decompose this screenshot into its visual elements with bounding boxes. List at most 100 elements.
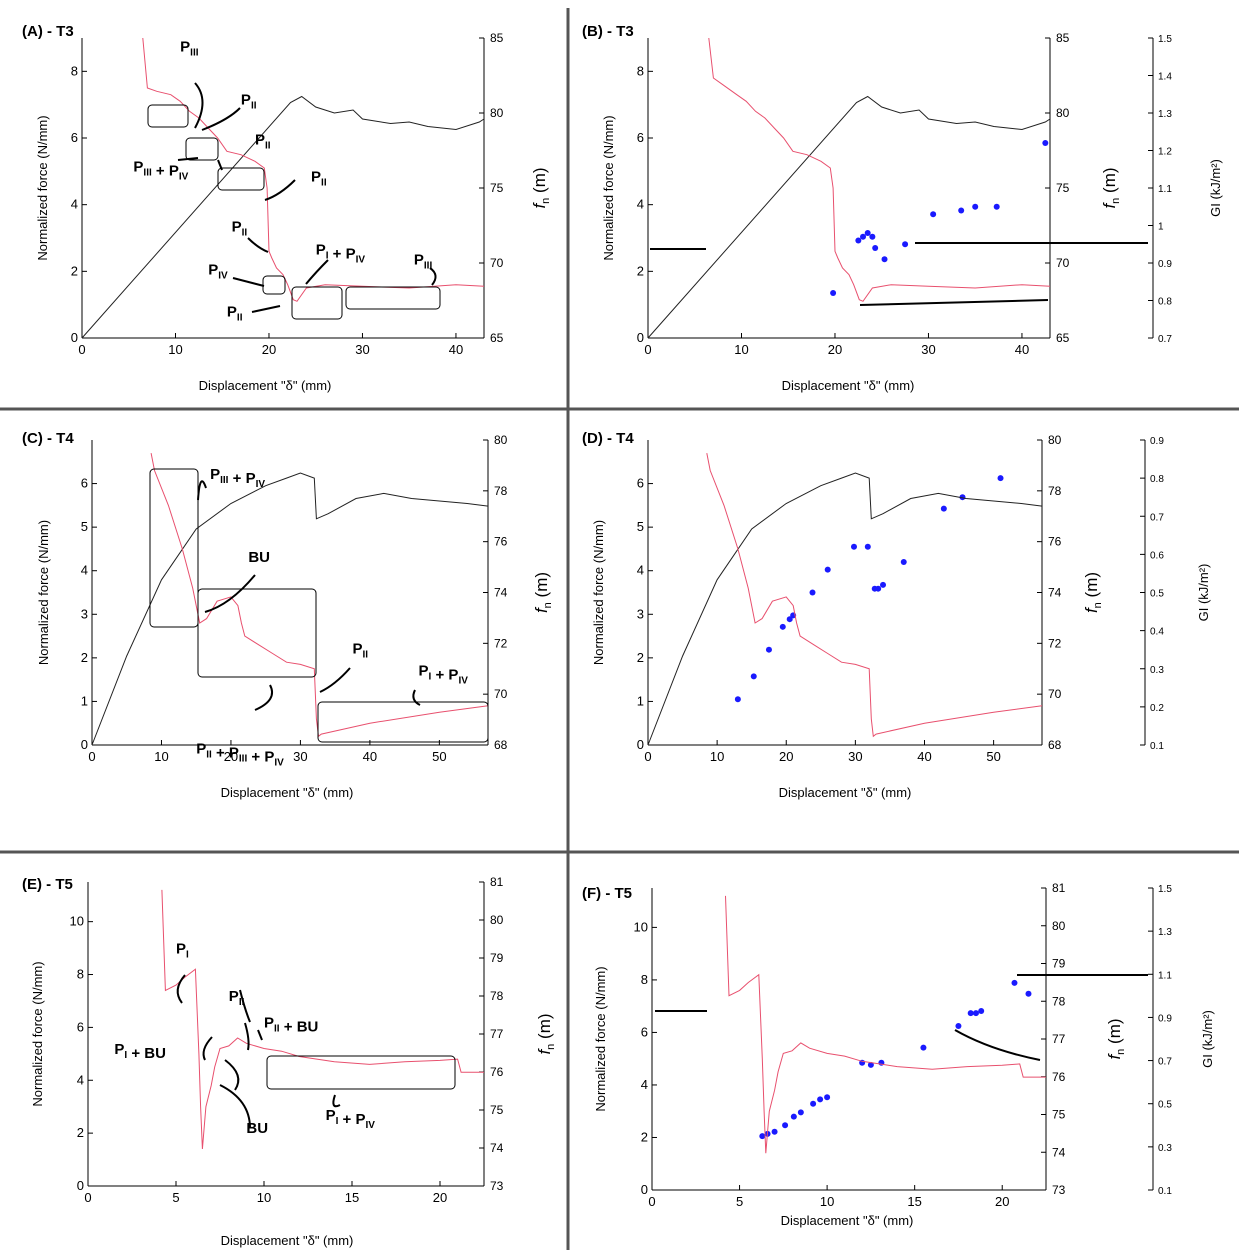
force-series-line: [150, 453, 489, 738]
x-axis-label: Displacement "δ" (mm): [779, 785, 912, 800]
annotation-arrow: [244, 1022, 250, 1051]
y-axis-label: Normalized force (N/mm): [30, 961, 45, 1106]
fn-series-line: [647, 472, 1043, 746]
annotation-arrow: [232, 277, 265, 287]
y-tick-label: 6: [71, 130, 78, 145]
fn-series-line: [91, 472, 489, 746]
gi-point: [967, 1010, 974, 1017]
gi-point: [869, 233, 876, 240]
gi-point: [958, 207, 965, 214]
y-tick-label: 0: [81, 737, 88, 752]
annotation-arrow: [204, 574, 256, 613]
gi-point: [872, 245, 879, 251]
y3-tick-label: 0.9: [1158, 1013, 1172, 1024]
x-tick-label: 0: [644, 749, 651, 764]
y2-axis-label: fn (m): [1100, 167, 1122, 208]
y-tick-label: 6: [81, 476, 88, 491]
x-tick-label: 30: [355, 342, 369, 357]
annotation-arrow: [177, 157, 199, 161]
annotation-label: PII: [311, 168, 327, 188]
gi-point: [824, 566, 831, 573]
y3-tick-label: 0.1: [1150, 741, 1164, 752]
y-tick-label: 0: [637, 737, 644, 752]
y2-axis-label: fn (m): [530, 167, 552, 208]
y-tick-label: 4: [637, 197, 644, 212]
annotation-box: [317, 701, 489, 743]
y3-tick-label: 0.8: [1150, 474, 1164, 485]
y3-tick-label: 1: [1158, 222, 1164, 233]
x-tick-label: 0: [648, 1194, 655, 1209]
y-axis-label: Normalized force (N/mm): [591, 520, 606, 665]
y-tick-label: 8: [77, 967, 84, 982]
annotation-label: PII: [255, 132, 271, 152]
y2-tick-label: 78: [490, 989, 504, 1003]
y-tick-label: 2: [637, 263, 644, 278]
annotation-box: [291, 286, 343, 320]
annotation-label: PIII: [414, 252, 433, 272]
y2-tick-label: 75: [490, 181, 504, 195]
gi-point: [867, 1061, 874, 1068]
y3-axis-label: GI (kJ/m²): [1200, 1010, 1215, 1068]
y2-tick-label: 80: [1048, 433, 1062, 447]
y-tick-label: 2: [71, 263, 78, 278]
y2-tick-label: 81: [490, 875, 504, 889]
y2-tick-label: 77: [490, 1027, 504, 1041]
annotation-box: [149, 468, 199, 628]
x-tick-label: 0: [644, 342, 651, 357]
y-tick-label: 8: [71, 63, 78, 78]
y3-tick-label: 1.4: [1158, 72, 1172, 83]
annotation-label: PIII: [180, 38, 199, 58]
x-axis-label: Displacement "δ" (mm): [221, 1233, 354, 1248]
y2-tick-label: 70: [1056, 256, 1070, 270]
x-tick-label: 0: [88, 749, 95, 764]
y2-tick-label: 80: [1056, 106, 1070, 120]
gi-point: [978, 1007, 985, 1014]
y2-tick-label: 80: [490, 106, 504, 120]
y3-axis-label: GI (kJ/m²): [1208, 159, 1223, 217]
y2-axis-label: fn (m): [1082, 572, 1104, 613]
gi-point: [765, 646, 772, 653]
y2-tick-label: 65: [490, 331, 504, 345]
gi-point: [864, 543, 871, 550]
gi-point: [790, 1113, 797, 1120]
y3-tick-label: 1.3: [1158, 927, 1172, 938]
y2-tick-label: 80: [1052, 919, 1066, 933]
gi-point: [940, 505, 947, 512]
y2-tick-label: 65: [1056, 331, 1070, 345]
fn-series-line: [81, 95, 485, 339]
y2-tick-label: 75: [490, 1103, 504, 1117]
y3-axis-label: GI (kJ/m²): [1196, 564, 1211, 622]
force-series-line: [725, 895, 1046, 1154]
gi-point: [997, 475, 1004, 482]
y-axis-label: Normalized force (N/mm): [35, 115, 50, 260]
gi-point: [810, 1100, 817, 1107]
x-tick-label: 30: [293, 749, 307, 764]
annotation-label: PI: [176, 940, 189, 960]
gi-point: [850, 543, 857, 550]
y-tick-label: 4: [77, 1072, 84, 1087]
y3-tick-label: 0.9: [1158, 259, 1172, 270]
y3-tick-label: 1.2: [1158, 147, 1172, 158]
panel-f: 0 5 10 15 20 0 2 4 6 8 10 73 74 75 76 77 78 79 80 81 (F) - T…: [582, 881, 1215, 1228]
x-axis-label: Displacement "δ" (mm): [199, 378, 332, 393]
y2-tick-label: 68: [1048, 738, 1062, 752]
y2-tick-label: 79: [490, 951, 504, 965]
annotation-label: PII + PIII + PIV: [196, 741, 284, 769]
gi-point: [771, 1128, 778, 1135]
panel-title: (E) - T5: [22, 876, 73, 893]
gi-point: [902, 241, 909, 248]
annotation-arrow: [319, 667, 351, 693]
gi-point: [1042, 140, 1049, 146]
y-tick-label: 4: [641, 1077, 648, 1092]
annotation-arrow: [176, 974, 186, 1004]
y-tick-label: 4: [637, 563, 644, 578]
y2-tick-label: 78: [494, 484, 508, 498]
annotation-arrow: [197, 480, 207, 501]
force-series-line: [161, 889, 484, 1150]
x-tick-label: 10: [820, 1194, 834, 1209]
x-tick-label: 50: [432, 749, 446, 764]
y2-tick-label: 78: [1052, 994, 1066, 1008]
y-tick-label: 5: [81, 519, 88, 534]
gi-point: [1025, 990, 1032, 997]
